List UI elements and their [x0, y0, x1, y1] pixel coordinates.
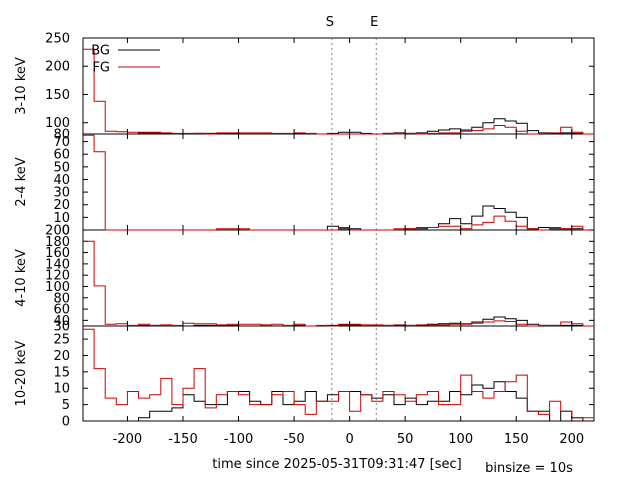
y-tick-label: 20 [53, 198, 70, 213]
x-tick-label: 150 [504, 432, 529, 447]
y-tick-label: 10 [53, 211, 70, 226]
series-fg-line [83, 328, 594, 419]
x-tick-label: 100 [448, 432, 473, 447]
y-axis-label: 2-4 keV [14, 157, 29, 206]
y-tick-label: 50 [53, 160, 70, 175]
marker-label-e: E [370, 15, 378, 30]
y-tick-label: 5 [62, 398, 70, 413]
y-tick-label: 100 [45, 280, 70, 295]
y-tick-label: 30 [53, 186, 70, 201]
y-tick-label: 25 [53, 333, 70, 348]
y-axis-label: 10-20 keV [14, 340, 29, 406]
y-tick-label: 80 [53, 291, 70, 306]
x-axis: -200 -150 -100 -50 0 50 100 150 200 [113, 38, 584, 447]
binsize-label: binsize = 10s [485, 461, 573, 476]
y-tick-label: 20 [53, 349, 70, 364]
legend-label-fg: FG [92, 61, 110, 76]
x-tick-label: -100 [224, 432, 254, 447]
x-tick-label: -50 [283, 432, 304, 447]
legend: BG FG [91, 44, 160, 76]
y-tick-label: 140 [45, 257, 70, 272]
legend-label-bg: BG [91, 44, 110, 59]
y-tick-label: 100 [45, 116, 70, 131]
y-tick-label: 180 [45, 235, 70, 250]
y-tick-label: 80 [53, 128, 70, 143]
y-tick-label: 250 [45, 32, 70, 47]
series-bg-line [83, 381, 594, 422]
x-tick-label: 50 [397, 432, 414, 447]
y-axis-label: 3-10 keV [14, 57, 29, 115]
y-tick-label: 200 [45, 224, 70, 239]
y-tick-label: 60 [53, 148, 70, 163]
y-tick-label: 10 [53, 382, 70, 397]
series-fg-line [83, 134, 594, 231]
y-tick-label: 150 [45, 88, 70, 103]
x-axis-label: time since 2025-05-31T09:31:47 [sec] [212, 457, 461, 472]
y-tick-label: 15 [53, 365, 70, 380]
series-fg-line [83, 48, 594, 135]
series-bg-line [83, 316, 594, 327]
x-tick-label: -200 [113, 432, 143, 447]
y-tick-label: 70 [53, 135, 70, 150]
y-tick-label: 30 [53, 320, 70, 335]
y-tick-label: 40 [53, 314, 70, 329]
y-axis-label: 4-10 keV [14, 249, 29, 307]
y-tick-label: 40 [53, 173, 70, 188]
x-tick-label: -150 [168, 432, 198, 447]
series-fg-line [83, 240, 594, 327]
y-tick-label: 0 [62, 415, 70, 430]
y-tick-label: 60 [53, 303, 70, 318]
y-tick-label: 120 [45, 269, 70, 284]
y-tick-label: 0 [62, 224, 70, 239]
x-tick-label: 0 [345, 432, 353, 447]
y-tick-label: 160 [45, 246, 70, 261]
y-tick-label: 200 [45, 60, 70, 75]
marker-label-s: S [326, 15, 334, 30]
series-bg-line [83, 118, 594, 135]
x-tick-label: 200 [559, 432, 584, 447]
